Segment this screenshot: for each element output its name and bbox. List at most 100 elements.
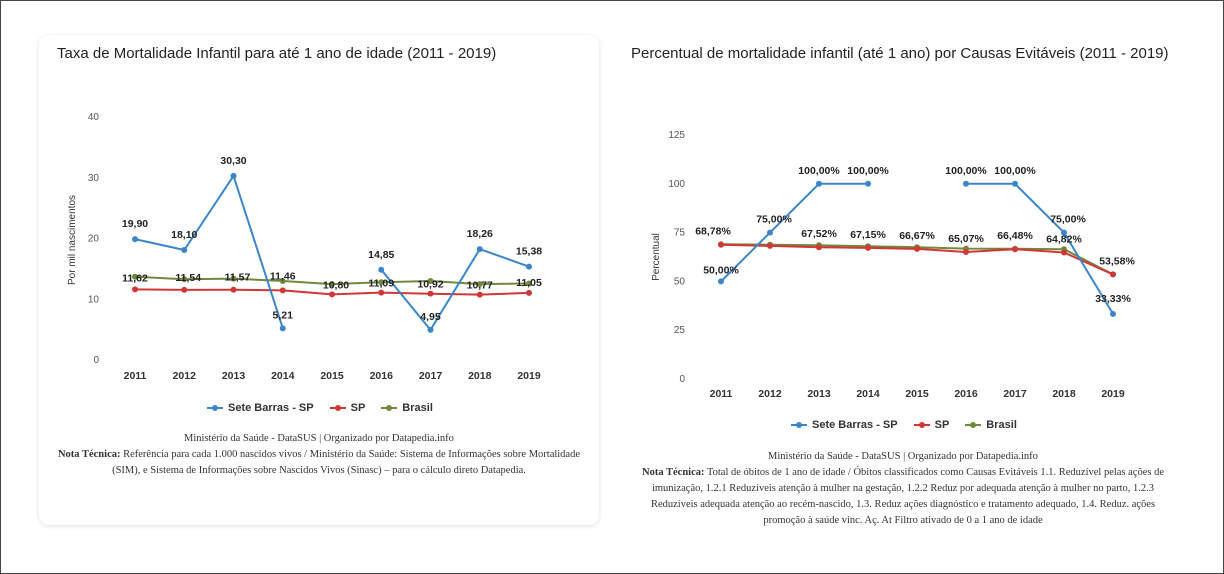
data-point bbox=[816, 180, 822, 187]
source-note: Ministério da Saúde - DataSUS | Organiza… bbox=[49, 431, 589, 479]
data-label: 15,38 bbox=[516, 246, 542, 258]
data-point bbox=[1012, 246, 1018, 253]
legend-swatch bbox=[791, 421, 807, 429]
data-point bbox=[279, 325, 286, 332]
x-tick-label: 2017 bbox=[1003, 388, 1027, 400]
series-line-0 bbox=[134, 174, 530, 331]
data-label: 11,05 bbox=[516, 277, 542, 289]
data-label: 100,00% bbox=[798, 165, 840, 177]
data-point bbox=[767, 229, 773, 236]
data-point bbox=[526, 289, 532, 296]
data-point bbox=[526, 280, 532, 287]
legend-swatch bbox=[329, 404, 346, 412]
source-line: Ministério da Saúde - DataSUS | Organiza… bbox=[184, 433, 454, 444]
y-tick-label: 30 bbox=[88, 173, 100, 184]
data-label: 100,00% bbox=[994, 165, 1036, 177]
data-point bbox=[476, 281, 483, 288]
legend-label: Sete Barras - SP bbox=[228, 402, 314, 414]
data-point bbox=[230, 275, 237, 282]
x-tick-label: 2016 bbox=[370, 370, 394, 382]
y-tick-label: 0 bbox=[93, 355, 99, 366]
data-label: 19,90 bbox=[122, 218, 148, 230]
data-point bbox=[230, 172, 237, 179]
y-tick-label: 50 bbox=[674, 276, 686, 287]
data-point bbox=[427, 326, 434, 333]
y-tick-label: 125 bbox=[668, 130, 685, 141]
data-point bbox=[1061, 229, 1067, 236]
legend-swatch bbox=[913, 421, 930, 429]
x-tick-label: 2015 bbox=[905, 388, 929, 400]
data-point bbox=[230, 286, 237, 293]
data-label: 11,62 bbox=[122, 272, 148, 284]
technical-note-text: Referência para cada 1.000 nascidos vivo… bbox=[112, 449, 581, 476]
data-point bbox=[378, 266, 385, 273]
data-point bbox=[132, 286, 138, 293]
data-point bbox=[279, 287, 286, 294]
legend-swatch bbox=[207, 404, 223, 412]
data-point bbox=[329, 291, 335, 298]
legend-item[interactable]: Brasil bbox=[381, 402, 433, 414]
y-tick-label: 25 bbox=[674, 325, 686, 336]
data-label: 64,82% bbox=[1046, 233, 1082, 245]
chart-title: Percentual de mortalidade infantil (até … bbox=[631, 45, 1169, 62]
data-label: 18,26 bbox=[467, 228, 493, 240]
chart-card-infant-mortality-rate: Taxa de Mortalidade Infantil para até 1 … bbox=[39, 35, 599, 525]
data-label: 5,21 bbox=[273, 309, 294, 321]
data-label: 66,48% bbox=[997, 230, 1033, 242]
legend-item[interactable]: SP bbox=[913, 419, 949, 431]
technical-note-label: Nota Técnica: bbox=[641, 467, 705, 478]
data-point bbox=[767, 242, 773, 249]
x-tick-label: 2011 bbox=[710, 388, 733, 400]
data-label: 14,85 bbox=[368, 249, 394, 261]
x-tick-label: 2018 bbox=[468, 370, 492, 382]
y-axis-label: Por mil nascimentos bbox=[67, 195, 78, 285]
data-label: 67,15% bbox=[850, 229, 886, 241]
data-point bbox=[865, 244, 871, 251]
data-point bbox=[476, 246, 483, 253]
y-axis-label: Percentual bbox=[651, 233, 662, 281]
data-point bbox=[132, 273, 138, 280]
y-tick-label: 10 bbox=[88, 294, 100, 305]
y-tick-label: 20 bbox=[88, 234, 100, 245]
x-tick-label: 2016 bbox=[954, 388, 978, 400]
data-label: 33,33% bbox=[1095, 293, 1131, 305]
legend-label: Brasil bbox=[402, 402, 433, 414]
line-chart-infant-mortality: 0 10 20 30 40 Por mil nascimentos 2011 2012 2013… bbox=[67, 112, 542, 382]
data-label: 10,80 bbox=[323, 279, 349, 291]
x-tick-label: 2015 bbox=[320, 370, 344, 382]
legend-item[interactable]: Brasil bbox=[965, 419, 1017, 431]
legend-item[interactable]: SP bbox=[329, 402, 366, 414]
data-point bbox=[427, 290, 434, 297]
data-point bbox=[181, 286, 188, 293]
series-line-0 bbox=[720, 182, 1114, 315]
data-label: 11,09 bbox=[368, 278, 394, 290]
x-tick-label: 2017 bbox=[419, 370, 443, 382]
y-tick-label: 100 bbox=[668, 179, 685, 190]
data-label: 10,77 bbox=[467, 280, 493, 292]
data-point bbox=[1012, 180, 1018, 187]
technical-note-label: Nota Técnica: bbox=[57, 449, 121, 460]
source-line: Ministério da Saúde - DataSUS | Organiza… bbox=[768, 451, 1038, 462]
technical-note: Nota Técnica: Total de óbitos de 1 ano d… bbox=[633, 465, 1173, 529]
legend-label: SP bbox=[350, 402, 366, 414]
legend-label: Sete Barras - SP bbox=[812, 419, 898, 431]
data-point bbox=[427, 278, 434, 285]
data-label: 100,00% bbox=[847, 165, 889, 177]
chart-card-avoidable-causes: Percentual de mortalidade infantil (até … bbox=[623, 35, 1183, 555]
data-point bbox=[132, 236, 138, 243]
data-point bbox=[329, 281, 335, 288]
line-chart-avoidable-causes: 0 25 50 75 100 125 Percentual 2011 2012 2013 2014 2… bbox=[651, 130, 1135, 400]
data-label: 75,00% bbox=[756, 214, 792, 226]
data-point bbox=[914, 245, 920, 252]
data-label: 11,46 bbox=[270, 270, 296, 282]
data-label: 4,95 bbox=[420, 311, 441, 323]
data-label: 67,52% bbox=[801, 228, 837, 240]
data-point bbox=[1110, 310, 1116, 317]
data-label: 53,58% bbox=[1099, 255, 1135, 267]
data-point bbox=[181, 276, 188, 283]
legend-item[interactable]: Sete Barras - SP bbox=[791, 419, 898, 431]
legend-item[interactable]: Sete Barras - SP bbox=[207, 402, 314, 414]
data-label: 66,67% bbox=[899, 230, 935, 242]
x-tick-label: 2011 bbox=[124, 370, 147, 382]
